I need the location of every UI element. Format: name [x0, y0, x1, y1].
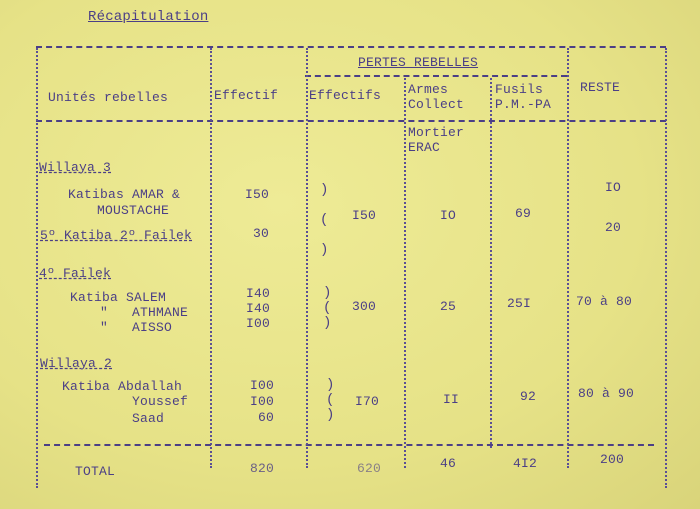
- col-divider: [567, 48, 569, 468]
- group-armes: 25: [440, 299, 457, 314]
- col-divider: [210, 48, 212, 468]
- unit-label: MOUSTACHE: [97, 203, 170, 218]
- header-reste: RESTE: [580, 80, 621, 95]
- unit-label: " ATHMANE: [100, 305, 189, 320]
- col-divider: [306, 48, 308, 468]
- group-fusils: 92: [520, 389, 537, 404]
- bracket: )(): [320, 182, 329, 258]
- unit-label: 5º Katiba 2º Failek: [40, 228, 193, 243]
- group-armes: IO: [440, 208, 457, 223]
- header-effectifs: Effectifs: [309, 88, 382, 103]
- header-units: Unités rebelles: [48, 90, 169, 105]
- unit-effectif: I50: [245, 187, 270, 202]
- unit-effectif: 60: [258, 410, 275, 425]
- total-label: TOTAL: [75, 464, 116, 479]
- unit-label: Katiba SALEM: [70, 290, 167, 305]
- unit-label: Saad: [132, 411, 165, 426]
- unit-effectif: I00: [250, 378, 275, 393]
- group-reste: 20: [605, 220, 622, 235]
- header-effectif: Effectif: [214, 88, 279, 103]
- group-name: Willaya 3: [39, 160, 112, 175]
- unit-label: Youssef: [132, 394, 189, 409]
- header-armes-mortier: Mortier: [408, 125, 465, 140]
- unit-label: Katiba Abdallah: [62, 379, 183, 394]
- header-armes-collect: Collect: [408, 97, 465, 112]
- group-name: Willaya 2: [40, 356, 113, 371]
- rule-top: [36, 46, 666, 48]
- group-effectifs: I70: [355, 394, 380, 409]
- unit-effectif: I00: [250, 394, 275, 409]
- header-fusils: Fusils: [495, 82, 544, 97]
- group-reste: 70 à 80: [576, 294, 633, 309]
- rule-group: [305, 75, 567, 77]
- group-name: 4º Failek: [39, 266, 112, 281]
- header-armes-erac: ERAC: [408, 140, 441, 155]
- rule-total: [44, 444, 654, 446]
- total-fusils: 4I2: [513, 456, 538, 471]
- document-title: Récapitulation: [88, 9, 209, 25]
- unit-effectif: I00: [246, 316, 271, 331]
- group-effectifs: 300: [352, 299, 377, 314]
- unit-effectif: I40: [246, 286, 271, 301]
- header-group: PERTES REBELLES: [358, 55, 479, 70]
- bracket: )(): [323, 285, 332, 331]
- group-reste: 80 à 90: [578, 386, 635, 401]
- unit-effectif: I40: [246, 301, 271, 316]
- total-effectifs: 620: [357, 461, 382, 476]
- rule-header: [36, 120, 666, 122]
- group-fusils: 25I: [507, 296, 532, 311]
- col-divider: [665, 48, 667, 488]
- header-armes: Armes: [408, 82, 449, 97]
- total-reste: 200: [600, 452, 625, 467]
- unit-label: " AISSO: [100, 320, 173, 335]
- bracket: )(): [326, 377, 335, 423]
- header-fusils-pm: P.M.-PA: [495, 97, 552, 112]
- unit-effectif: 30: [253, 226, 270, 241]
- group-fusils: 69: [515, 206, 532, 221]
- col-divider: [490, 78, 492, 448]
- group-effectifs: I50: [352, 208, 377, 223]
- col-divider: [404, 78, 406, 468]
- total-effectif: 820: [250, 461, 275, 476]
- group-reste: IO: [605, 180, 622, 195]
- unit-label: Katibas AMAR &: [68, 187, 181, 202]
- total-armes: 46: [440, 456, 457, 471]
- col-divider: [36, 48, 38, 488]
- group-armes: II: [443, 392, 460, 407]
